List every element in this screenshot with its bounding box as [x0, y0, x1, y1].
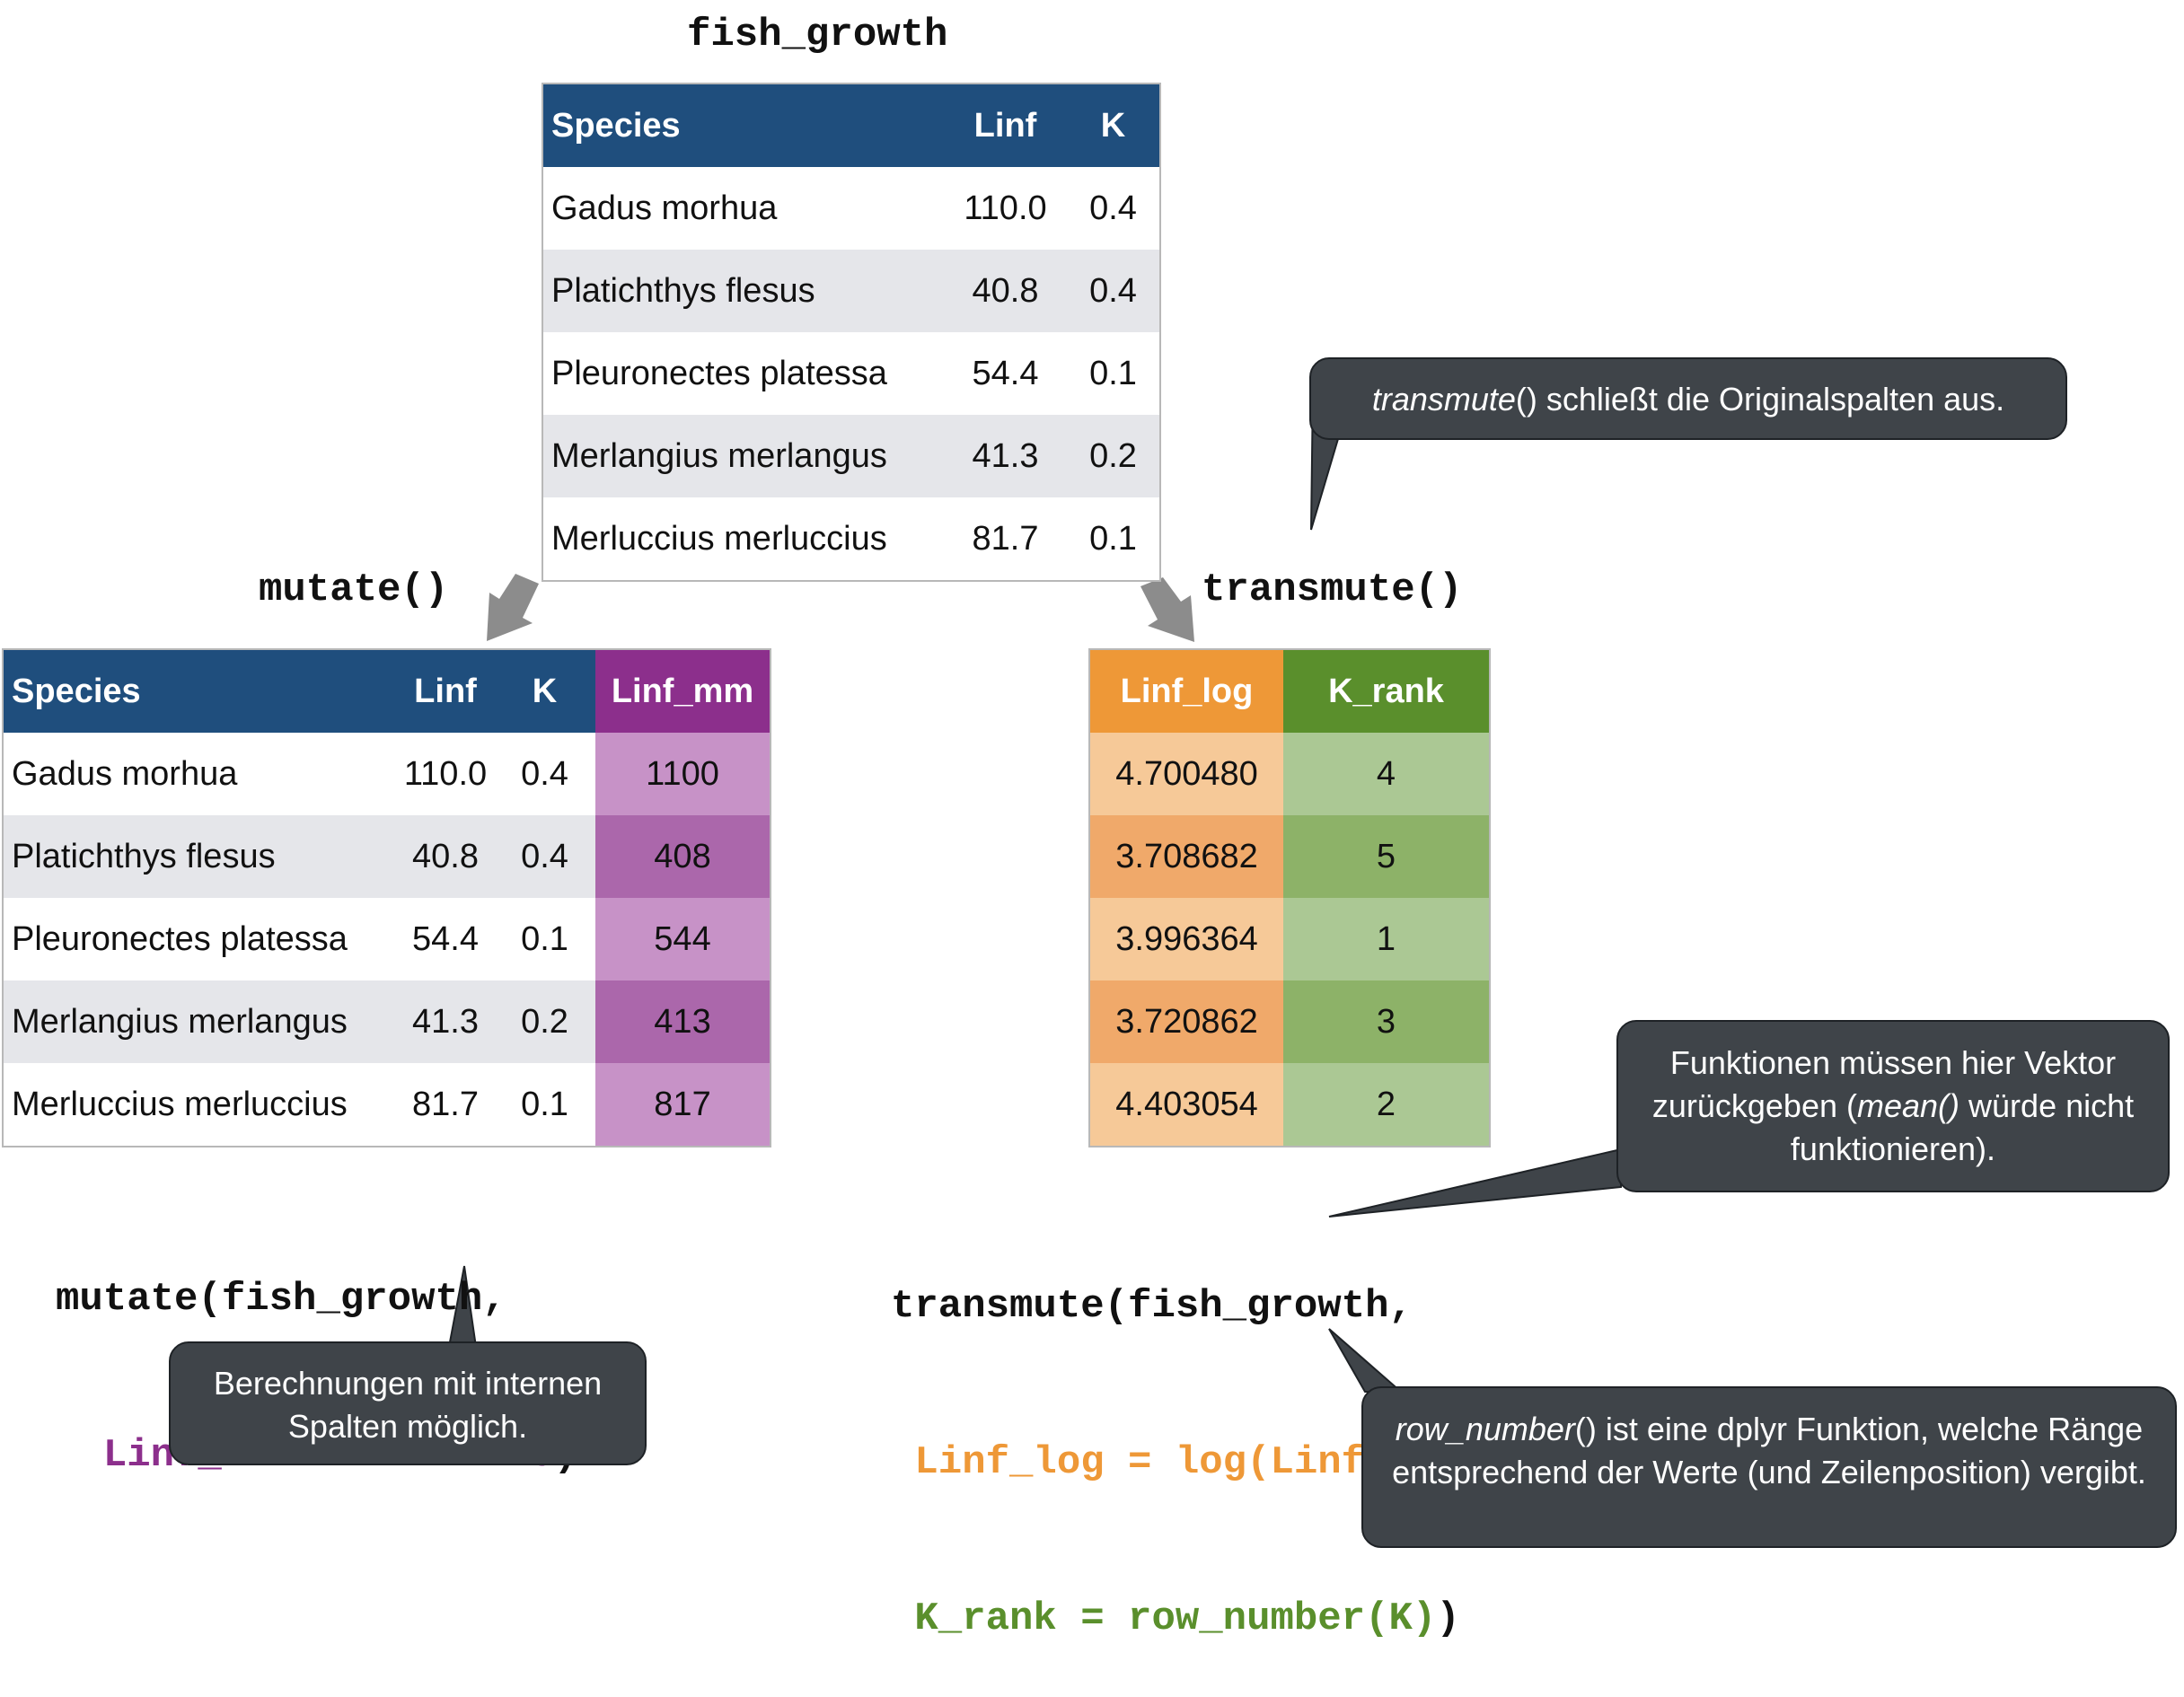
- column-header: Linf: [397, 650, 494, 733]
- k-cell: 0.1: [494, 898, 595, 980]
- column-header-linf-mm: Linf_mm: [595, 650, 770, 733]
- mutate-arrow-icon: [487, 574, 539, 641]
- k-rank-cell: 1: [1283, 898, 1489, 980]
- linf-log-cell: 4.700480: [1090, 733, 1283, 815]
- species-cell: Platichthys flesus: [4, 815, 397, 898]
- linf-cell: 110.0: [397, 733, 494, 815]
- linf-cell: 54.4: [397, 898, 494, 980]
- callout-rownum-italic: row_number: [1395, 1411, 1575, 1447]
- table-row: Merluccius merluccius 81.7 0.1 817: [4, 1063, 770, 1146]
- column-header: Linf: [944, 84, 1067, 167]
- table-row: 4.403054 2: [1090, 1063, 1489, 1146]
- column-header: Species: [543, 84, 944, 167]
- mutate-result-table: Species Linf K Linf_mm Gadus morhua 110.…: [2, 648, 771, 1147]
- table-row: Merlangius merlangus 41.3 0.2 413: [4, 980, 770, 1063]
- linf-cell: 40.8: [397, 815, 494, 898]
- transmute-arrow-icon: [1140, 577, 1194, 642]
- column-header-k-rank: K_rank: [1283, 650, 1489, 733]
- linf-log-cell: 4.403054: [1090, 1063, 1283, 1146]
- linf-mm-cell: 544: [595, 898, 770, 980]
- callout-row-number: row_number() ist eine dplyr Funktion, we…: [1361, 1386, 2177, 1548]
- callout-vector-text-b: würde nicht funktionieren).: [1790, 1087, 2135, 1167]
- species-cell: Pleuronectes platessa: [4, 898, 397, 980]
- table-row: Pleuronectes platessa 54.4 0.1: [543, 332, 1159, 415]
- callout-mutate-internal-columns: Berechnungen mit internen Spalten möglic…: [169, 1341, 647, 1465]
- column-header-linf-log: Linf_log: [1090, 650, 1283, 733]
- transmute-code-rank-expression: K_rank = row_number(K): [914, 1596, 1437, 1641]
- k-rank-cell: 5: [1283, 815, 1489, 898]
- column-header: K: [1067, 84, 1159, 167]
- k-rank-cell: 4: [1283, 733, 1489, 815]
- callout-transmute-italic: transmute: [1371, 381, 1516, 418]
- k-cell: 0.2: [494, 980, 595, 1063]
- column-header: K: [494, 650, 595, 733]
- callout-vector-text-a: Funktionen müssen hier Vektor zurückgebe…: [1651, 1044, 2117, 1124]
- source-table-title: fish_growth: [687, 13, 948, 57]
- table-row: Platichthys flesus 40.8 0.4 408: [4, 815, 770, 898]
- linf-cell: 81.7: [944, 497, 1067, 580]
- callout-transmute-excludes: transmute() schließt die Originalspalten…: [1309, 357, 2067, 440]
- species-cell: Gadus morhua: [4, 733, 397, 815]
- table-header-row: Species Linf K: [543, 84, 1159, 167]
- table-row: Pleuronectes platessa 54.4 0.1 544: [4, 898, 770, 980]
- linf-cell: 110.0: [944, 167, 1067, 250]
- k-cell: 0.1: [494, 1063, 595, 1146]
- table-row: 3.996364 1: [1090, 898, 1489, 980]
- callout-transmute-text: () schließt die Originalspalten aus.: [1515, 381, 2005, 418]
- transmute-code-line3: K_rank = row_number(K)): [891, 1593, 1460, 1645]
- table-row: Gadus morhua 110.0 0.4 1100: [4, 733, 770, 815]
- table-row: Merluccius merluccius 81.7 0.1: [543, 497, 1159, 580]
- species-cell: Gadus morhua: [543, 167, 944, 250]
- linf-mm-cell: 413: [595, 980, 770, 1063]
- transmute-code-line1: transmute(fish_growth,: [891, 1284, 1413, 1329]
- linf-log-cell: 3.708682: [1090, 815, 1283, 898]
- callout-mutate-text: Berechnungen mit internen Spalten möglic…: [213, 1365, 603, 1445]
- k-cell: 0.4: [494, 733, 595, 815]
- column-header: Species: [4, 650, 397, 733]
- table-row: 3.720862 3: [1090, 980, 1489, 1063]
- linf-cell: 41.3: [397, 980, 494, 1063]
- mutate-label: mutate(): [259, 567, 449, 612]
- k-cell: 0.1: [1067, 497, 1159, 580]
- k-rank-cell: 2: [1283, 1063, 1489, 1146]
- species-cell: Merlangius merlangus: [4, 980, 397, 1063]
- table-header-row: Linf_log K_rank: [1090, 650, 1489, 733]
- transmute-code-close: ): [1436, 1596, 1460, 1641]
- linf-cell: 41.3: [944, 415, 1067, 497]
- transmute-code-log-expression: Linf_log = log(Linf): [914, 1440, 1389, 1485]
- transmute-label: transmute(): [1202, 567, 1463, 612]
- k-cell: 0.1: [1067, 332, 1159, 415]
- linf-cell: 81.7: [397, 1063, 494, 1146]
- linf-mm-cell: 408: [595, 815, 770, 898]
- species-cell: Merluccius merluccius: [543, 497, 944, 580]
- linf-cell: 40.8: [944, 250, 1067, 332]
- linf-cell: 54.4: [944, 332, 1067, 415]
- table-row: Platichthys flesus 40.8 0.4: [543, 250, 1159, 332]
- table-row: 3.708682 5: [1090, 815, 1489, 898]
- k-cell: 0.4: [1067, 250, 1159, 332]
- linf-log-cell: 3.720862: [1090, 980, 1283, 1063]
- k-cell: 0.4: [494, 815, 595, 898]
- mutate-code-line1: mutate(fish_growth,: [56, 1277, 506, 1322]
- callout-vector-italic: mean(): [1857, 1087, 1960, 1124]
- linf-mm-cell: 817: [595, 1063, 770, 1146]
- k-cell: 0.2: [1067, 415, 1159, 497]
- transmute-result-table: Linf_log K_rank 4.700480 4 3.708682 5 3.…: [1088, 648, 1491, 1147]
- table-row: Gadus morhua 110.0 0.4: [543, 167, 1159, 250]
- linf-mm-cell: 1100: [595, 733, 770, 815]
- species-cell: Pleuronectes platessa: [543, 332, 944, 415]
- species-cell: Platichthys flesus: [543, 250, 944, 332]
- source-table: Species Linf K Gadus morhua 110.0 0.4 Pl…: [542, 83, 1161, 582]
- k-cell: 0.4: [1067, 167, 1159, 250]
- callout-rownum-text: () ist eine dplyr Funktion, welche Ränge…: [1392, 1411, 2146, 1490]
- callout-vector-return: Funktionen müssen hier Vektor zurückgebe…: [1616, 1020, 2170, 1192]
- table-header-row: Species Linf K Linf_mm: [4, 650, 770, 733]
- species-cell: Merluccius merluccius: [4, 1063, 397, 1146]
- table-row: Merlangius merlangus 41.3 0.2: [543, 415, 1159, 497]
- linf-log-cell: 3.996364: [1090, 898, 1283, 980]
- species-cell: Merlangius merlangus: [543, 415, 944, 497]
- table-row: 4.700480 4: [1090, 733, 1489, 815]
- k-rank-cell: 3: [1283, 980, 1489, 1063]
